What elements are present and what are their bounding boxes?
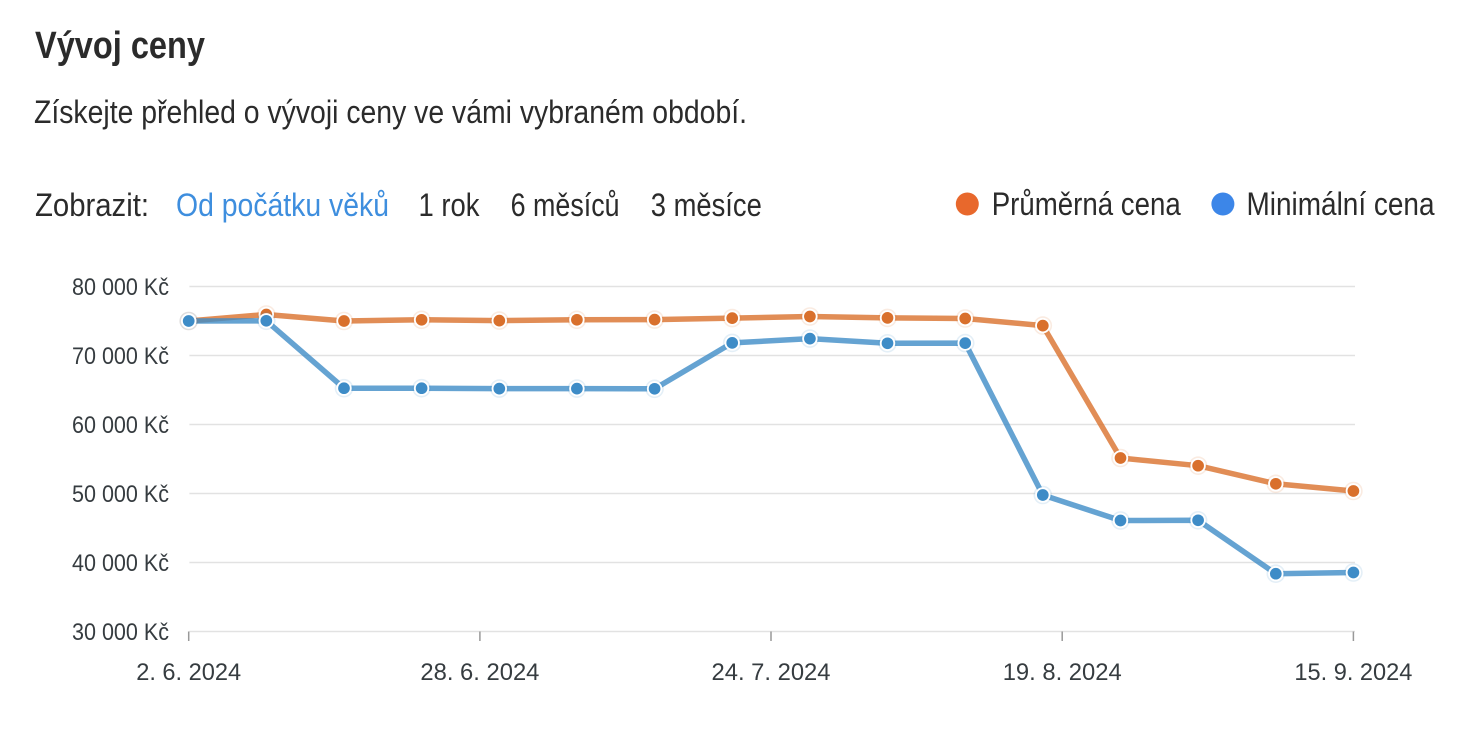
svg-text:2. 6. 2024: 2. 6. 2024	[136, 659, 241, 686]
svg-text:1 rok: 1 rok	[419, 187, 481, 223]
svg-text:Od počátku věků: Od počátku věků	[176, 187, 389, 223]
svg-text:50 000 Kč: 50 000 Kč	[72, 481, 169, 508]
svg-text:Průměrná cena: Průměrná cena	[992, 186, 1181, 222]
svg-text:30 000 Kč: 30 000 Kč	[72, 619, 169, 646]
svg-text:Vývoj ceny: Vývoj ceny	[35, 25, 205, 67]
svg-text:3 měsíce: 3 měsíce	[651, 187, 762, 223]
svg-text:40 000 Kč: 40 000 Kč	[72, 550, 169, 577]
svg-text:80 000 Kč: 80 000 Kč	[72, 274, 169, 301]
svg-text:Minimální cena: Minimální cena	[1247, 186, 1435, 222]
svg-text:6 měsíců: 6 měsíců	[511, 187, 620, 223]
svg-text:28. 6. 2024: 28. 6. 2024	[420, 659, 539, 686]
svg-text:Zobrazit:: Zobrazit:	[35, 187, 149, 223]
svg-text:70 000 Kč: 70 000 Kč	[72, 343, 169, 370]
svg-text:19. 8. 2024: 19. 8. 2024	[1003, 659, 1122, 686]
svg-text:24. 7. 2024: 24. 7. 2024	[712, 659, 831, 686]
svg-text:60 000 Kč: 60 000 Kč	[72, 412, 169, 439]
svg-text:15. 9. 2024: 15. 9. 2024	[1294, 659, 1412, 686]
svg-text:Získejte přehled o vývoji ceny: Získejte přehled o vývoji ceny ve vámi v…	[34, 94, 747, 130]
